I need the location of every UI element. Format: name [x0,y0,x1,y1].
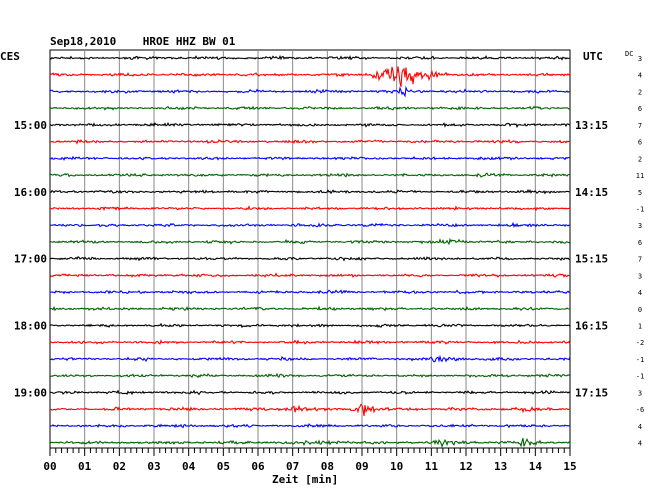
dc-offset-value: 3 [638,222,642,230]
seismic-trace [49,354,571,363]
plot-grid [49,49,571,456]
dc-offset-value: -1 [636,373,644,381]
dc-offset-value: 4 [638,289,642,297]
seismic-trace [49,305,571,312]
seismic-trace [49,85,571,98]
dc-offset-value: 3 [638,55,642,63]
seismic-trace [49,155,571,161]
seismic-trace [49,188,571,195]
dc-offset-value: 0 [638,306,642,314]
dc-offset-value: 7 [638,122,642,130]
dc-offset-value: -6 [636,406,644,414]
seismic-trace [49,372,571,379]
x-tick-label: 11 [425,460,439,473]
left-time-label: 18:00 [14,320,47,333]
x-tick-label: 14 [529,460,543,473]
right-time-label: 13:15 [575,119,608,132]
left-time-label: 16:00 [14,186,47,199]
x-tick-label: 13 [494,460,507,473]
dc-offset-value: 3 [638,272,642,280]
dc-offset-value: 3 [638,389,642,397]
left-time-label: 19:00 [14,386,47,399]
dc-offset-value: 6 [638,139,642,147]
left-time-label: 17:00 [14,253,47,266]
seismic-trace [49,389,571,396]
dc-offset-value: 2 [638,155,642,163]
chart-title: Sep18,2010 HROE HHZ BW 01 [50,35,236,48]
dc-offset-value: 6 [638,239,642,247]
dc-offset-value: 1 [638,323,642,331]
seismic-trace [49,105,571,111]
dc-offset-value: 11 [636,172,644,180]
x-tick-label: 04 [182,460,196,473]
x-tick-label: 06 [251,460,265,473]
dc-offset-value: 7 [638,256,642,264]
dc-offset-value: 4 [638,72,642,80]
x-tick-label: 02 [113,460,126,473]
seismic-trace [49,423,571,429]
seismic-trace [49,322,571,329]
dc-offset-value: -1 [636,205,644,213]
right-time-label: 14:15 [575,186,608,199]
dc-offset-value: 5 [638,189,642,197]
seismic-trace [49,289,571,295]
seismic-trace [49,66,571,87]
x-tick-label: 15 [563,460,576,473]
seismic-trace [49,438,571,448]
seismic-trace [49,272,571,278]
right-time-label: 15:15 [575,253,608,266]
x-tick-label: 07 [286,460,299,473]
x-tick-label: 08 [321,460,334,473]
dc-offset-value: 2 [638,88,642,96]
x-tick-label: 05 [217,460,230,473]
seismic-trace [49,122,571,129]
x-tick-label: 01 [78,460,92,473]
label-layer: 00 01 02 03 04 05 06 07 08 09 10 11 12 13 14 1534267621… [14,55,644,473]
x-tick-label: 12 [459,460,472,473]
seismic-trace [49,172,571,178]
left-timezone-label: CES [0,50,20,63]
x-axis-label: Zeit [min] [272,473,338,486]
trace-layer [49,54,571,448]
right-timezone-label: UTC [583,50,603,63]
x-tick-label: 09 [355,460,368,473]
seismic-trace [49,205,571,212]
seismic-trace [49,54,571,61]
seismic-trace [49,403,571,417]
dc-offset-value: 4 [638,440,642,448]
right-time-label: 17:15 [575,386,608,399]
x-tick-label: 10 [390,460,403,473]
x-tick-label: 03 [147,460,160,473]
dc-label: DC [625,50,633,58]
seismic-trace [49,339,571,345]
seismic-trace [49,138,571,145]
right-time-label: 16:15 [575,320,608,333]
seismic-trace [49,237,571,246]
left-time-label: 15:00 [14,119,47,132]
x-tick-label: 00 [43,460,56,473]
seismic-trace [49,256,571,262]
dc-offset-value: 4 [638,423,642,431]
dc-offset-value: -1 [636,356,644,364]
plot-frame [49,49,571,449]
dc-offset-value: 6 [638,105,642,113]
dc-offset-value: -2 [636,339,644,347]
seismic-trace [49,221,571,228]
